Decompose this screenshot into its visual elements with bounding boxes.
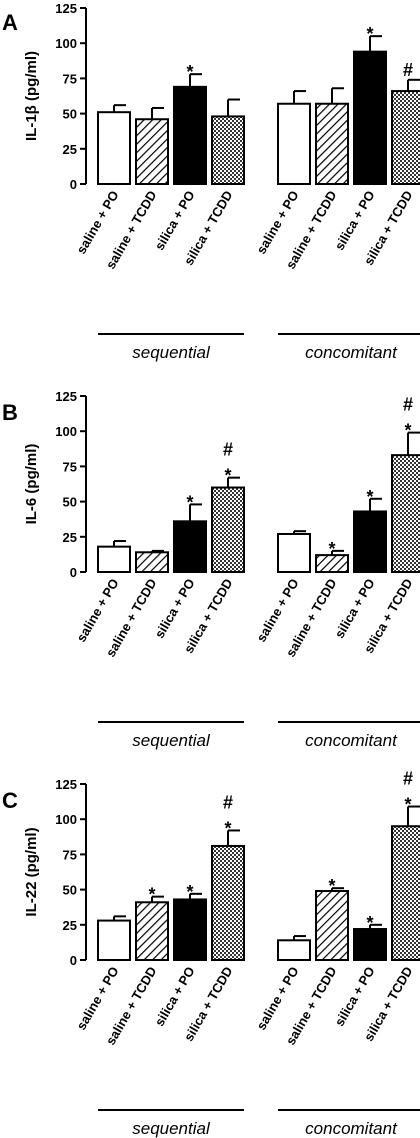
y-tick-label: 100 xyxy=(55,812,77,827)
bar xyxy=(211,844,245,962)
y-tick-label: 75 xyxy=(63,459,77,474)
y-tick-label: 75 xyxy=(63,847,77,862)
bar xyxy=(173,898,207,961)
group-label: sequential xyxy=(132,343,211,362)
significance-asterisk: * xyxy=(366,24,373,44)
y-tick-label: 125 xyxy=(55,777,77,792)
y-tick-label: 25 xyxy=(63,918,77,933)
y-tick-label: 125 xyxy=(55,1,77,16)
significance-hash: # xyxy=(403,769,413,789)
y-tick-label: 25 xyxy=(63,142,77,157)
significance-asterisk: * xyxy=(366,913,373,933)
significance-asterisk: * xyxy=(404,421,411,441)
bar xyxy=(353,510,387,573)
significance-asterisk: * xyxy=(328,876,335,896)
panel-letter: A xyxy=(2,10,18,35)
y-tick-label: 100 xyxy=(55,424,77,439)
group-label: concomitant xyxy=(305,731,398,750)
bar xyxy=(97,919,131,961)
y-tick-label: 100 xyxy=(55,36,77,51)
bar xyxy=(97,545,131,574)
bar xyxy=(391,825,420,961)
bar xyxy=(211,115,245,185)
y-tick-label: 125 xyxy=(55,389,77,404)
bar xyxy=(211,486,245,573)
group-label: sequential xyxy=(132,1119,211,1138)
bar xyxy=(135,901,169,961)
significance-asterisk: * xyxy=(404,795,411,815)
bar xyxy=(315,554,349,574)
group-label: concomitant xyxy=(305,1119,398,1138)
significance-asterisk: * xyxy=(328,539,335,559)
bar xyxy=(277,102,311,185)
y-axis-title: IL-22 (pg/ml) xyxy=(23,827,40,916)
bar xyxy=(173,85,207,185)
significance-hash: # xyxy=(223,792,233,812)
significance-asterisk: * xyxy=(186,882,193,902)
y-tick-label: 0 xyxy=(70,565,77,580)
significance-asterisk: * xyxy=(186,62,193,82)
group-label: concomitant xyxy=(305,343,398,362)
y-tick-label: 0 xyxy=(70,953,77,968)
bar xyxy=(277,532,311,574)
bar xyxy=(315,102,349,185)
bar xyxy=(173,520,207,574)
bar xyxy=(277,939,311,962)
bar xyxy=(135,118,169,185)
bar xyxy=(97,111,131,185)
bar xyxy=(315,890,349,961)
y-tick-label: 0 xyxy=(70,177,77,192)
y-tick-label: 50 xyxy=(63,495,77,510)
significance-hash: # xyxy=(403,395,413,415)
y-tick-label: 50 xyxy=(63,107,77,122)
y-axis-title: IL-1β (pg/ml) xyxy=(23,51,40,141)
significance-asterisk: * xyxy=(224,466,231,486)
bar xyxy=(353,928,387,961)
y-tick-label: 50 xyxy=(63,883,77,898)
y-tick-label: 75 xyxy=(63,71,77,86)
bar xyxy=(135,551,169,574)
y-tick-label: 25 xyxy=(63,530,77,545)
panel-letter: B xyxy=(2,400,18,425)
bar xyxy=(391,90,420,185)
bar xyxy=(391,454,420,573)
significance-hash: # xyxy=(403,60,413,80)
bar xyxy=(353,50,387,186)
panel-letter: C xyxy=(2,788,18,813)
significance-asterisk: * xyxy=(224,818,231,838)
significance-asterisk: * xyxy=(186,492,193,512)
significance-asterisk: * xyxy=(366,487,373,507)
significance-asterisk: * xyxy=(148,885,155,905)
y-axis-title: IL-6 (pg/ml) xyxy=(23,444,40,525)
significance-hash: # xyxy=(223,440,233,460)
group-label: sequential xyxy=(132,731,211,750)
